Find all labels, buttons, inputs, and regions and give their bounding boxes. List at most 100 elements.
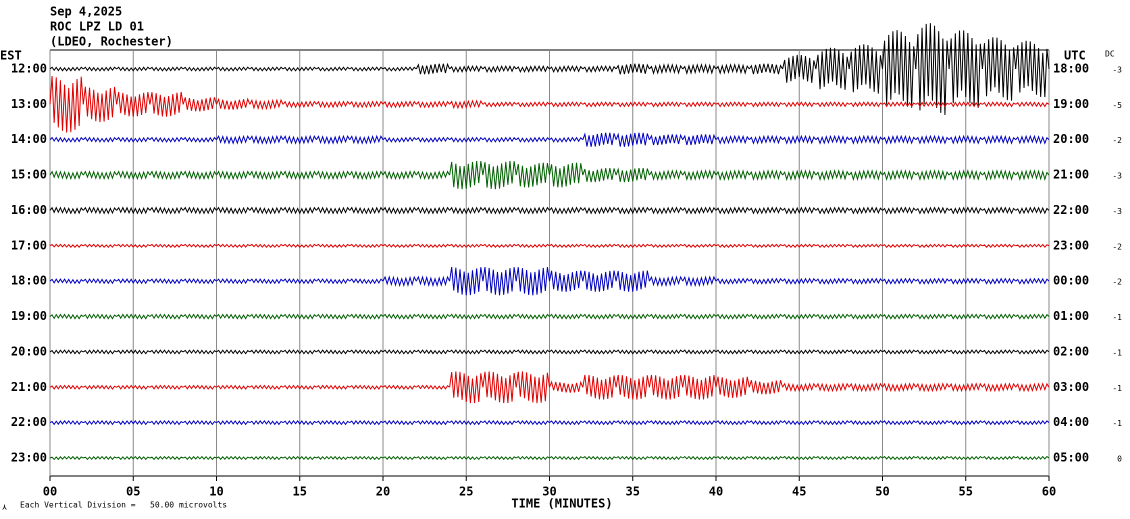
trace-segment	[615, 313, 650, 320]
trace-segment	[982, 313, 1017, 320]
trace-segment	[116, 170, 151, 181]
x-tick-label: 30	[542, 485, 556, 499]
trace-segment	[382, 313, 417, 320]
trace-segment	[49, 170, 84, 181]
trace-segment	[549, 420, 584, 426]
trace-segment	[449, 420, 484, 426]
trace-segment	[482, 455, 517, 461]
trace-segment	[1015, 243, 1050, 248]
trace-segment	[782, 382, 817, 393]
trace-segment	[116, 313, 151, 320]
trace-segment	[749, 455, 783, 461]
trace-segment	[815, 169, 850, 182]
trace-segment	[49, 243, 84, 248]
trace-segment	[948, 206, 983, 215]
trace-segment	[149, 349, 184, 355]
row-left-label: 13:00	[11, 97, 47, 111]
row-left-label: 12:00	[11, 62, 47, 76]
row-dc-label: -2	[1112, 278, 1122, 287]
x-tick-label: 25	[459, 485, 473, 499]
trace-segment	[582, 101, 617, 108]
trace-segment	[748, 349, 783, 355]
trace-segment	[748, 380, 784, 395]
trace-segment	[116, 136, 151, 143]
trace-segment	[282, 243, 317, 248]
row-right-label: 03:00	[1053, 380, 1089, 394]
trace-segment	[349, 66, 384, 72]
trace-segment	[482, 206, 517, 215]
trace-segment	[882, 420, 917, 426]
trace-segment	[482, 101, 517, 108]
trace-segment	[415, 62, 451, 75]
trace-segment	[615, 167, 650, 183]
trace-segment	[415, 170, 451, 181]
trace-segment	[882, 277, 917, 285]
trace-segment	[316, 455, 350, 461]
x-axis-label: TIME (MINUTES)	[511, 497, 612, 511]
trace-segment	[149, 313, 184, 320]
trace-segment	[82, 86, 118, 123]
trace-segment	[782, 277, 817, 285]
trace-segment	[316, 243, 350, 248]
trace-segment	[349, 100, 384, 109]
trace-segment	[615, 455, 650, 461]
trace-segment	[549, 349, 584, 355]
trace-segment	[782, 349, 817, 355]
trace-segment	[915, 382, 950, 393]
trace-segment	[749, 243, 783, 248]
trace-segment	[682, 133, 717, 146]
trace-segment	[748, 134, 783, 145]
trace-segment	[915, 169, 950, 182]
trace-segment	[982, 455, 1016, 461]
trace-segment	[49, 76, 84, 133]
trace-segment	[649, 206, 684, 215]
trace-segment	[316, 420, 350, 426]
row-left-label: 22:00	[11, 415, 47, 429]
trace-segment	[182, 313, 217, 320]
trace-segment	[382, 455, 417, 461]
trace-segment	[149, 384, 184, 390]
trace-segment	[249, 455, 284, 461]
trace-segment	[515, 371, 550, 404]
trace-segment	[715, 376, 750, 398]
trace-segment	[982, 277, 1017, 285]
trace-segment	[282, 313, 317, 320]
trace-segment	[482, 160, 517, 190]
trace-segment	[249, 384, 284, 390]
trace-segment	[715, 349, 750, 355]
trace-segment	[915, 243, 950, 248]
trace-segment	[649, 101, 684, 108]
trace-segment	[782, 101, 817, 108]
row-right-label: 22:00	[1053, 203, 1089, 217]
trace-segment	[116, 206, 151, 215]
row-dc-label: -2	[1112, 136, 1122, 145]
trace-segment	[715, 63, 750, 75]
trace-segment	[782, 243, 817, 248]
trace-segment	[549, 101, 584, 108]
trace-segment	[782, 420, 817, 426]
trace-segment	[515, 243, 550, 248]
trace-segment	[748, 63, 784, 75]
trace-segment	[882, 206, 917, 215]
trace-segment	[882, 169, 917, 182]
row-dc-label: -5	[1112, 101, 1122, 110]
trace-segment	[682, 169, 717, 182]
trace-segment	[182, 349, 217, 355]
trace-segment	[948, 30, 983, 108]
trace-segment	[49, 420, 84, 426]
trace-segment	[1015, 206, 1050, 215]
trace-segment	[748, 169, 784, 182]
trace-segment	[715, 277, 750, 285]
trace-segment	[83, 420, 117, 426]
trace-segment	[682, 63, 717, 75]
row-right-label: 18:00	[1053, 62, 1089, 76]
trace-segment	[615, 420, 650, 426]
trace-segment	[549, 380, 584, 393]
trace-segment	[782, 455, 817, 461]
trace-segment	[715, 101, 750, 108]
trace-segment	[749, 101, 783, 108]
trace-segment	[948, 349, 983, 355]
row-dc-label: -3	[1112, 66, 1122, 75]
trace-segment	[282, 278, 317, 285]
